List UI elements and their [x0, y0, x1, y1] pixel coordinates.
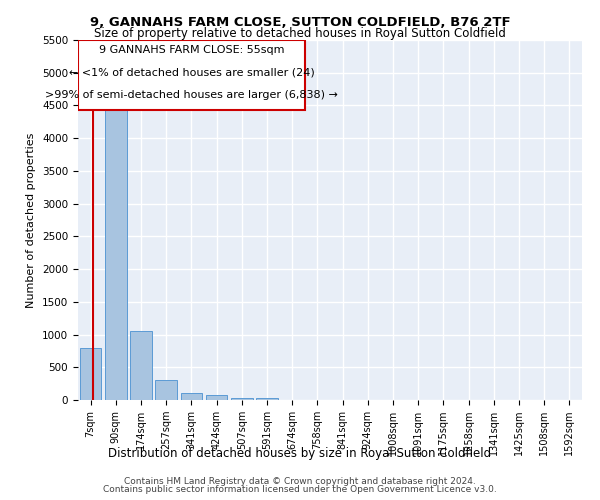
Bar: [130, 332, 152, 400]
Bar: [155, 380, 177, 400]
Bar: [80, 348, 101, 400]
Text: Size of property relative to detached houses in Royal Sutton Coldfield: Size of property relative to detached ho…: [94, 28, 506, 40]
Bar: [206, 396, 227, 400]
Text: Contains HM Land Registry data © Crown copyright and database right 2024.: Contains HM Land Registry data © Crown c…: [124, 478, 476, 486]
FancyBboxPatch shape: [78, 40, 305, 110]
Text: >99% of semi-detached houses are larger (6,838) →: >99% of semi-detached houses are larger …: [45, 90, 338, 100]
Text: 9 GANNAHS FARM CLOSE: 55sqm: 9 GANNAHS FARM CLOSE: 55sqm: [98, 45, 284, 55]
Bar: [231, 398, 253, 400]
Bar: [181, 394, 202, 400]
Y-axis label: Number of detached properties: Number of detached properties: [26, 132, 37, 308]
Text: Distribution of detached houses by size in Royal Sutton Coldfield: Distribution of detached houses by size …: [109, 448, 491, 460]
Bar: [256, 398, 278, 400]
Text: ← <1% of detached houses are smaller (24): ← <1% of detached houses are smaller (24…: [68, 68, 314, 78]
Bar: [105, 99, 127, 400]
Text: Contains public sector information licensed under the Open Government Licence v3: Contains public sector information licen…: [103, 485, 497, 494]
Text: 9, GANNAHS FARM CLOSE, SUTTON COLDFIELD, B76 2TF: 9, GANNAHS FARM CLOSE, SUTTON COLDFIELD,…: [89, 16, 511, 29]
